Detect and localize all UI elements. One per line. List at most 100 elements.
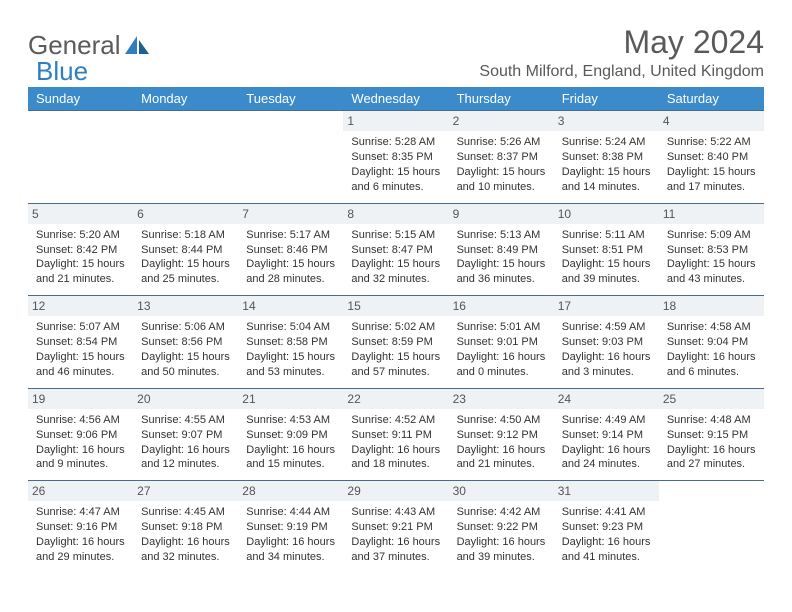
day-detail-line: Sunset: 8:38 PM bbox=[562, 150, 653, 165]
day-detail-line: Daylight: 16 hours bbox=[562, 535, 653, 550]
calendar-day-cell: 2Sunrise: 5:26 AMSunset: 8:37 PMDaylight… bbox=[449, 111, 554, 204]
day-detail-line: Sunset: 8:37 PM bbox=[457, 150, 548, 165]
day-detail-line: Sunrise: 5:28 AM bbox=[351, 135, 442, 150]
calendar-week-row: 26Sunrise: 4:47 AMSunset: 9:16 PMDayligh… bbox=[28, 481, 764, 573]
day-detail-line: Daylight: 16 hours bbox=[667, 350, 758, 365]
day-detail-line: and 28 minutes. bbox=[246, 272, 337, 287]
day-detail-line: Sunrise: 5:01 AM bbox=[457, 320, 548, 335]
day-number: 17 bbox=[554, 296, 659, 316]
day-number: 25 bbox=[659, 389, 764, 409]
calendar-day-cell: 4Sunrise: 5:22 AMSunset: 8:40 PMDaylight… bbox=[659, 111, 764, 204]
day-detail-line: Sunset: 9:14 PM bbox=[562, 428, 653, 443]
calendar-day-cell bbox=[133, 111, 238, 204]
weekday-header: Sunday bbox=[28, 87, 133, 111]
day-detail-line: and 50 minutes. bbox=[141, 365, 232, 380]
calendar-day-cell: 30Sunrise: 4:42 AMSunset: 9:22 PMDayligh… bbox=[449, 481, 554, 573]
calendar-day-cell: 3Sunrise: 5:24 AMSunset: 8:38 PMDaylight… bbox=[554, 111, 659, 204]
calendar-day-cell: 10Sunrise: 5:11 AMSunset: 8:51 PMDayligh… bbox=[554, 203, 659, 296]
day-detail-line: and 0 minutes. bbox=[457, 365, 548, 380]
day-detail-line: Sunrise: 4:48 AM bbox=[667, 413, 758, 428]
day-detail-line: and 57 minutes. bbox=[351, 365, 442, 380]
day-detail-line: Daylight: 15 hours bbox=[351, 257, 442, 272]
day-detail-line: Sunrise: 4:52 AM bbox=[351, 413, 442, 428]
weekday-header-row: Sunday Monday Tuesday Wednesday Thursday… bbox=[28, 87, 764, 111]
day-detail-line: Sunrise: 4:45 AM bbox=[141, 505, 232, 520]
day-detail-line: Daylight: 16 hours bbox=[36, 443, 127, 458]
day-detail-line: Sunrise: 5:09 AM bbox=[667, 228, 758, 243]
day-detail-line: Sunset: 9:03 PM bbox=[562, 335, 653, 350]
day-detail-line: Sunrise: 4:59 AM bbox=[562, 320, 653, 335]
day-detail-line: Daylight: 15 hours bbox=[246, 350, 337, 365]
day-detail-line: Sunrise: 4:53 AM bbox=[246, 413, 337, 428]
day-detail-line: Sunrise: 5:22 AM bbox=[667, 135, 758, 150]
weekday-header: Friday bbox=[554, 87, 659, 111]
day-detail-line: Sunrise: 5:02 AM bbox=[351, 320, 442, 335]
day-detail-line: Sunrise: 5:17 AM bbox=[246, 228, 337, 243]
calendar-day-cell: 25 Sunrise: 4:48 AMSunset: 9:15 PMDayligh… bbox=[659, 388, 764, 481]
day-detail-line: Sunrise: 4:47 AM bbox=[36, 505, 127, 520]
day-detail-line: and 27 minutes. bbox=[667, 457, 758, 472]
day-number: 1 bbox=[343, 111, 448, 131]
day-number: 18 bbox=[659, 296, 764, 316]
calendar-week-row: 12Sunrise: 5:07 AMSunset: 8:54 PMDayligh… bbox=[28, 296, 764, 389]
day-detail-line: and 25 minutes. bbox=[141, 272, 232, 287]
brand-part2: Blue bbox=[36, 56, 88, 87]
day-detail-line: Daylight: 16 hours bbox=[246, 535, 337, 550]
day-number: 14 bbox=[238, 296, 343, 316]
calendar-day-cell: 14Sunrise: 5:04 AMSunset: 8:58 PMDayligh… bbox=[238, 296, 343, 389]
title-block: May 2024 bbox=[623, 24, 764, 61]
day-detail-line: Daylight: 16 hours bbox=[667, 443, 758, 458]
day-detail-line: Sunrise: 5:20 AM bbox=[36, 228, 127, 243]
calendar-body: 1Sunrise: 5:28 AMSunset: 8:35 PMDaylight… bbox=[28, 111, 764, 573]
day-number: 29 bbox=[343, 481, 448, 501]
day-detail-line: Daylight: 16 hours bbox=[562, 443, 653, 458]
day-detail-line: Daylight: 16 hours bbox=[457, 443, 548, 458]
day-detail-line: and 39 minutes. bbox=[457, 550, 548, 565]
calendar-day-cell: 15Sunrise: 5:02 AMSunset: 8:59 PMDayligh… bbox=[343, 296, 448, 389]
day-detail-line: Daylight: 15 hours bbox=[562, 165, 653, 180]
day-detail-line: Daylight: 16 hours bbox=[246, 443, 337, 458]
day-detail-line: Sunset: 8:49 PM bbox=[457, 243, 548, 258]
day-detail-line: Daylight: 16 hours bbox=[141, 443, 232, 458]
day-detail-line: Daylight: 15 hours bbox=[457, 257, 548, 272]
day-detail-line: and 9 minutes. bbox=[36, 457, 127, 472]
day-detail-line: and 21 minutes. bbox=[457, 457, 548, 472]
day-detail-line: Sunset: 8:59 PM bbox=[351, 335, 442, 350]
day-detail-line: Sunrise: 5:15 AM bbox=[351, 228, 442, 243]
calendar-day-cell: 20Sunrise: 4:55 AMSunset: 9:07 PMDayligh… bbox=[133, 388, 238, 481]
day-detail-line: and 41 minutes. bbox=[562, 550, 653, 565]
day-detail-line: Daylight: 15 hours bbox=[36, 257, 127, 272]
calendar-day-cell: 5Sunrise: 5:20 AMSunset: 8:42 PMDaylight… bbox=[28, 203, 133, 296]
day-detail-line: Sunrise: 5:26 AM bbox=[457, 135, 548, 150]
calendar-day-cell: 31Sunrise: 4:41 AMSunset: 9:23 PMDayligh… bbox=[554, 481, 659, 573]
day-detail-line: Daylight: 15 hours bbox=[141, 350, 232, 365]
calendar-day-cell: 26Sunrise: 4:47 AMSunset: 9:16 PMDayligh… bbox=[28, 481, 133, 573]
calendar-day-cell: 16Sunrise: 5:01 AMSunset: 9:01 PMDayligh… bbox=[449, 296, 554, 389]
day-detail-line: Sunset: 9:16 PM bbox=[36, 520, 127, 535]
location-text: South Milford, England, United Kingdom bbox=[28, 63, 764, 81]
day-detail-line: and 32 minutes. bbox=[351, 272, 442, 287]
calendar-day-cell bbox=[28, 111, 133, 204]
day-number: 20 bbox=[133, 389, 238, 409]
day-detail-line: Sunset: 9:07 PM bbox=[141, 428, 232, 443]
calendar-day-cell: 24Sunrise: 4:49 AMSunset: 9:14 PMDayligh… bbox=[554, 388, 659, 481]
day-detail-line: Sunrise: 4:50 AM bbox=[457, 413, 548, 428]
day-detail-line: Daylight: 16 hours bbox=[457, 350, 548, 365]
day-number: 24 bbox=[554, 389, 659, 409]
day-detail-line: and 36 minutes. bbox=[457, 272, 548, 287]
day-detail-line: Sunset: 8:44 PM bbox=[141, 243, 232, 258]
calendar-table: Sunday Monday Tuesday Wednesday Thursday… bbox=[28, 87, 764, 573]
day-detail-line: Sunset: 9:23 PM bbox=[562, 520, 653, 535]
day-number: 28 bbox=[238, 481, 343, 501]
day-detail-line: Sunset: 9:15 PM bbox=[667, 428, 758, 443]
calendar-day-cell: 6Sunrise: 5:18 AMSunset: 8:44 PMDaylight… bbox=[133, 203, 238, 296]
day-number: 5 bbox=[28, 204, 133, 224]
day-number: 6 bbox=[133, 204, 238, 224]
day-detail-line: Daylight: 15 hours bbox=[246, 257, 337, 272]
day-detail-line: Sunset: 8:51 PM bbox=[562, 243, 653, 258]
calendar-day-cell: 1Sunrise: 5:28 AMSunset: 8:35 PMDaylight… bbox=[343, 111, 448, 204]
day-detail-line: Sunrise: 5:24 AM bbox=[562, 135, 653, 150]
day-number: 21 bbox=[238, 389, 343, 409]
calendar-day-cell: 18Sunrise: 4:58 AMSunset: 9:04 PMDayligh… bbox=[659, 296, 764, 389]
day-detail-line: Daylight: 15 hours bbox=[667, 165, 758, 180]
